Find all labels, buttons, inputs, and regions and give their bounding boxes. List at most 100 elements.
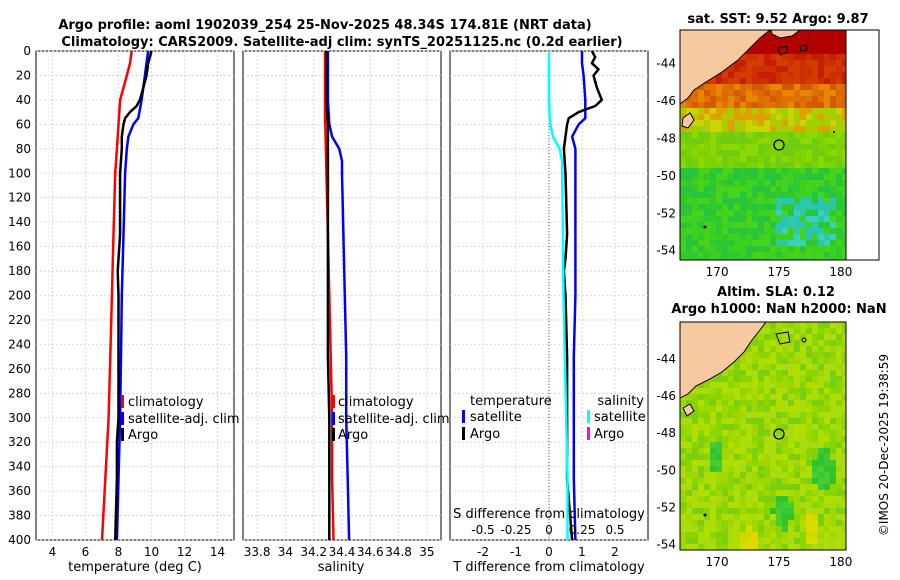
heatmap-cell <box>788 168 795 175</box>
heatmap-cell <box>710 150 717 157</box>
heatmap-cell <box>794 460 801 467</box>
heatmap-cell <box>722 472 729 479</box>
heatmap-cell <box>794 198 801 205</box>
heatmap-cell <box>734 258 741 260</box>
heatmap-cell <box>740 448 747 455</box>
salinity-panel: 33.8 34 34.2 34.4 34.6 34.8 35 salinity climat… <box>242 50 450 575</box>
heatmap-cell <box>716 216 723 223</box>
heatmap-cell <box>776 532 783 539</box>
heatmap-cell <box>734 490 741 497</box>
heatmap-cell <box>686 454 693 461</box>
heatmap-cell <box>746 406 753 413</box>
heatmap-cell <box>818 174 825 181</box>
heatmap-cell <box>842 448 846 455</box>
heatmap-cell <box>764 234 771 241</box>
heatmap-cell <box>818 358 825 365</box>
heatmap-cell <box>758 508 765 515</box>
heatmap-cell <box>788 358 795 365</box>
heatmap-cell <box>728 108 735 115</box>
heatmap-cell <box>782 496 789 503</box>
heatmap-cell <box>830 412 837 419</box>
xtick-label: 10 <box>144 545 159 559</box>
heatmap-cell <box>812 460 819 467</box>
heatmap-cell <box>716 508 723 515</box>
heatmap-cell <box>782 400 789 407</box>
heatmap-cell <box>716 96 723 103</box>
heatmap-cell <box>740 472 747 479</box>
heatmap-cell <box>734 114 741 121</box>
heatmap-cell <box>758 394 765 401</box>
heatmap-cell <box>812 334 819 341</box>
heatmap-cell <box>842 102 846 109</box>
heatmap-cell <box>818 382 825 389</box>
heatmap-cell <box>770 544 777 550</box>
heatmap-cell <box>770 388 777 395</box>
ytick-label: 120 <box>8 191 31 205</box>
heatmap-cell <box>836 352 843 359</box>
heatmap-cell <box>794 216 801 223</box>
heatmap-cell <box>686 132 693 139</box>
heatmap-cell <box>716 108 723 115</box>
heatmap-cell <box>806 352 813 359</box>
heatmap-cell <box>830 346 837 353</box>
heatmap-cell <box>716 252 723 259</box>
heatmap-cell <box>680 430 687 437</box>
heatmap-cell <box>788 382 795 389</box>
heatmap-cell <box>818 222 825 229</box>
heatmap-cell <box>752 358 759 365</box>
heatmap-cell <box>722 502 729 509</box>
heatmap-cell <box>782 412 789 419</box>
heatmap-cell <box>692 406 699 413</box>
heatmap-cell <box>800 478 807 485</box>
heatmap-cell <box>716 436 723 443</box>
heatmap-cell <box>812 48 819 55</box>
heatmap-cell <box>758 240 765 247</box>
heatmap-cell <box>806 252 813 259</box>
heatmap-cell <box>806 240 813 247</box>
heatmap-cell <box>842 144 846 151</box>
heatmap-cell <box>800 90 807 97</box>
heatmap-cell <box>800 466 807 473</box>
heatmap-cell <box>776 210 783 217</box>
heatmap-cell <box>776 162 783 169</box>
heatmap-cell <box>842 246 846 253</box>
heatmap-cell <box>686 508 693 515</box>
heatmap-cell <box>782 322 789 329</box>
heatmap-cell <box>758 78 765 85</box>
heatmap-cell <box>776 114 783 121</box>
heatmap-cell <box>800 424 807 431</box>
heatmap-cell <box>830 418 837 425</box>
heatmap-cell <box>692 156 699 163</box>
heatmap-cell <box>806 132 813 139</box>
heatmap-cell <box>710 406 717 413</box>
heatmap-cell <box>686 496 693 503</box>
heatmap-cell <box>752 442 759 449</box>
heatmap-cell <box>806 406 813 413</box>
heatmap-cell <box>800 150 807 157</box>
heatmap-cell <box>806 520 813 527</box>
heatmap-cell <box>836 520 843 527</box>
heatmap-cell <box>782 514 789 521</box>
heatmap-cell <box>806 538 813 545</box>
heatmap-cell <box>818 490 825 497</box>
heatmap-cell <box>800 156 807 163</box>
heatmap-cell <box>818 246 825 253</box>
heatmap-cell <box>830 400 837 407</box>
heatmap-cell <box>728 156 735 163</box>
heatmap-cell <box>830 102 837 109</box>
heatmap-cell <box>758 90 765 97</box>
heatmap-cell <box>710 156 717 163</box>
heatmap-cell <box>740 222 747 229</box>
heatmap-cell <box>842 186 846 193</box>
heatmap-cell <box>824 442 831 449</box>
heatmap-cell <box>704 150 711 157</box>
heatmap-cell <box>758 216 765 223</box>
heatmap-cell <box>770 90 777 97</box>
xtick-label: 34.8 <box>385 545 412 559</box>
heatmap-cell <box>746 424 753 431</box>
heatmap-cell <box>746 442 753 449</box>
heatmap-cell <box>776 240 783 247</box>
series-line-argo <box>113 50 153 541</box>
heatmap-cell <box>764 174 771 181</box>
heatmap-cell <box>698 132 705 139</box>
